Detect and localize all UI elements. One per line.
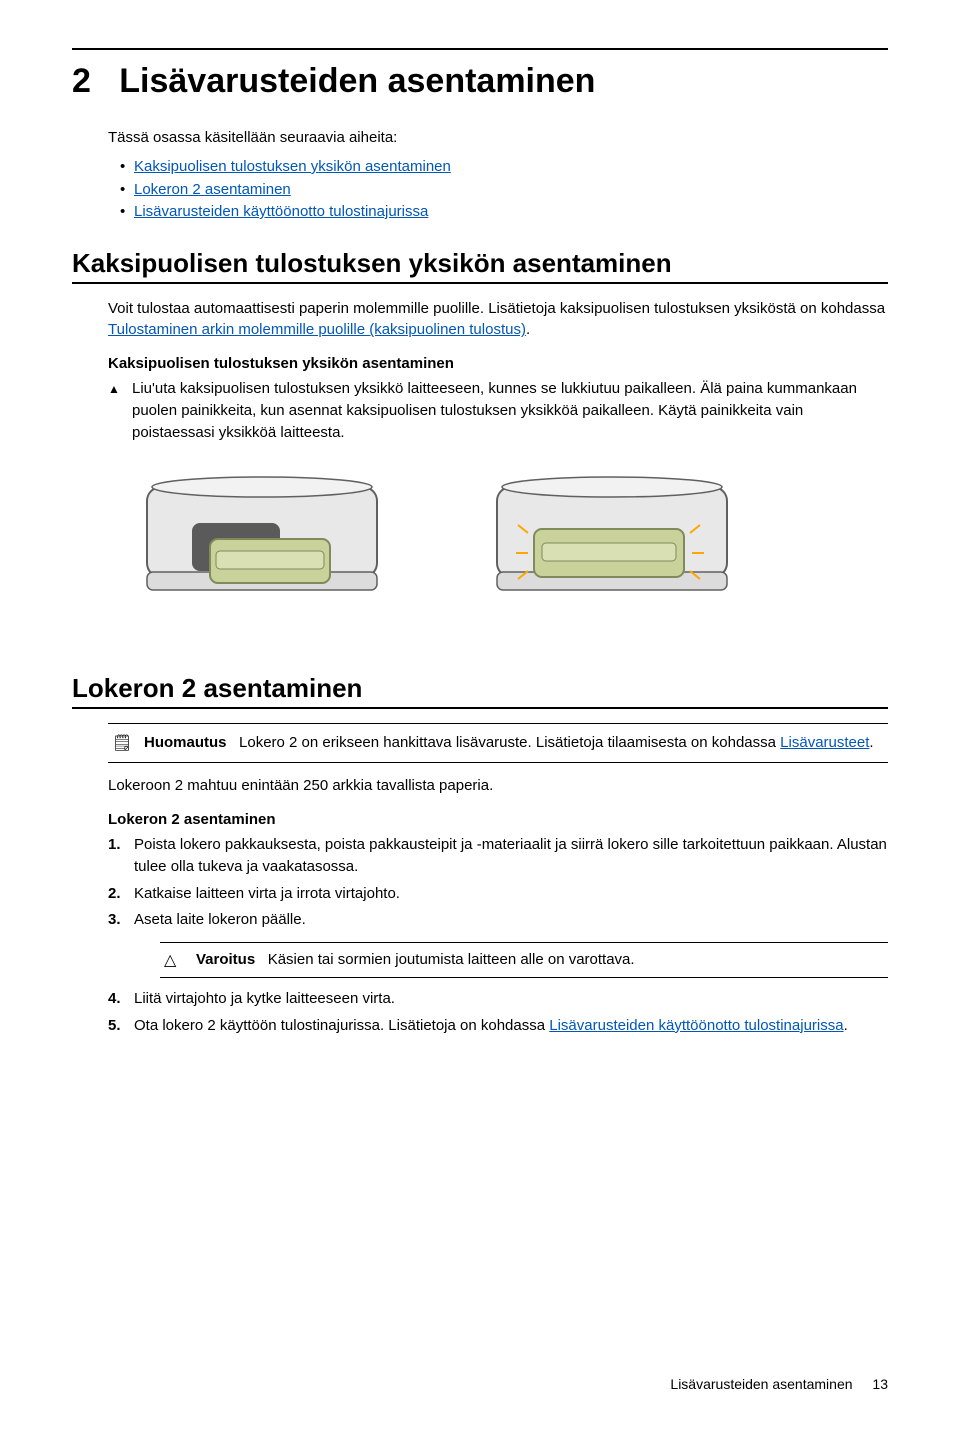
- topic-link[interactable]: Lokeron 2 asentaminen: [120, 179, 888, 202]
- chapter-heading: Lisävarusteiden asentaminen: [119, 62, 595, 100]
- step-item: 5.Ota lokero 2 käyttöön tulostinajurissa…: [108, 1015, 888, 1038]
- note-icon: 🗒: [112, 732, 132, 755]
- warning-block: △ Varoitus Käsien tai sormien joutumista…: [160, 942, 888, 979]
- topic-list: Kaksipuolisen tulostuksen yksikön asenta…: [72, 156, 888, 224]
- page-number: 13: [872, 1376, 888, 1392]
- section1-paragraph: Voit tulostaa automaattisesti paperin mo…: [72, 298, 888, 342]
- topic-link[interactable]: Kaksipuolisen tulostuksen yksikön asenta…: [120, 156, 888, 179]
- step-item: 4.Liitä virtajohto ja kytke laitteeseen …: [108, 988, 888, 1011]
- intro-text: Tässä osassa käsitellään seuraavia aihei…: [72, 129, 888, 146]
- footer-title: Lisävarusteiden asentaminen: [670, 1376, 852, 1392]
- topic-link[interactable]: Lisävarusteiden käyttöönotto tulostinaju…: [120, 201, 888, 224]
- section2-paragraph: Lokeroon 2 mahtuu enintään 250 arkkia ta…: [72, 775, 888, 797]
- printer-illustration-left: [132, 467, 422, 617]
- step-item: 2.Katkaise laitteen virta ja irrota virt…: [108, 883, 888, 906]
- page-footer: Lisävarusteiden asentaminen 13: [670, 1376, 888, 1392]
- chapter-number: 2: [72, 62, 91, 100]
- note-label: Huomautus: [144, 734, 227, 751]
- warning-label: Varoitus: [196, 951, 255, 968]
- install-step: Liu'uta kaksipuolisen tulostuksen yksikk…: [72, 378, 888, 443]
- section-heading: Kaksipuolisen tulostuksen yksikön asenta…: [72, 248, 888, 279]
- step-item: 3.Aseta laite lokeron päälle. △ Varoitus…: [108, 909, 888, 978]
- section1-subheading: Kaksipuolisen tulostuksen yksikön asenta…: [72, 355, 888, 372]
- section-heading: Lokeron 2 asentaminen: [72, 673, 888, 704]
- illustration-row: [72, 467, 888, 617]
- inline-link[interactable]: Tulostaminen arkin molemmille puolille (…: [108, 321, 526, 338]
- chapter-title: 2 Lisävarusteiden asentaminen: [72, 62, 888, 101]
- note-block: 🗒 Huomautus Lokero 2 on erikseen hankitt…: [108, 723, 888, 763]
- section2-subheading: Lokeron 2 asentaminen: [72, 811, 888, 828]
- printer-illustration-right: [482, 467, 772, 617]
- step-item: 1.Poista lokero pakkauksesta, poista pak…: [108, 834, 888, 879]
- inline-link[interactable]: Lisävarusteet: [780, 734, 869, 751]
- warning-icon: △: [164, 949, 176, 973]
- inline-link[interactable]: Lisävarusteiden käyttöönotto tulostinaju…: [549, 1017, 843, 1034]
- step-list: 1.Poista lokero pakkauksesta, poista pak…: [72, 834, 888, 1038]
